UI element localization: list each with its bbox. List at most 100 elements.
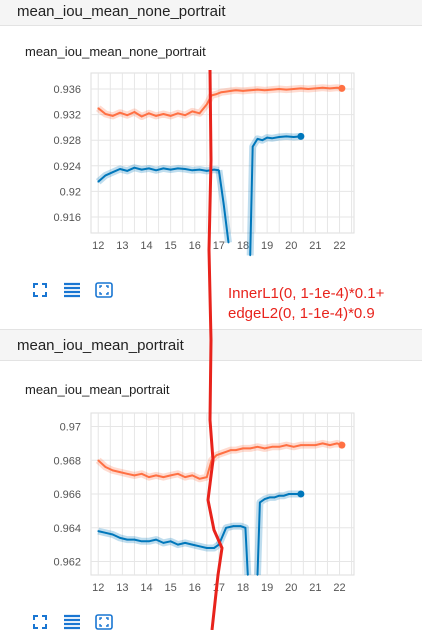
- data-table-icon[interactable]: [62, 280, 82, 300]
- data-point: [126, 473, 128, 475]
- data-point: [140, 540, 143, 543]
- x-tick-label: 15: [164, 240, 176, 252]
- data-point: [97, 459, 99, 462]
- data-table-icon[interactable]: [62, 612, 82, 632]
- data-point: [256, 574, 259, 576]
- data-point: [263, 89, 266, 92]
- data-point: [198, 545, 201, 548]
- data-point: [184, 168, 186, 170]
- data-point: [259, 501, 261, 504]
- series-end-marker: [297, 132, 305, 140]
- data-point: [242, 90, 244, 92]
- data-point: [247, 574, 249, 576]
- data-point: [198, 168, 201, 171]
- y-tick-label: 0.924: [53, 161, 81, 173]
- y-tick-label: 0.932: [53, 110, 81, 122]
- fit-domain-icon[interactable]: [30, 280, 50, 300]
- x-tick-label: 22: [333, 240, 345, 252]
- data-point: [97, 530, 99, 532]
- data-point: [126, 170, 128, 172]
- x-tick-label: 14: [140, 582, 152, 594]
- data-point: [104, 532, 107, 534]
- x-tick-label: 20: [285, 240, 297, 252]
- data-point: [278, 446, 281, 448]
- data-point: [155, 169, 157, 172]
- y-tick-label: 0.936: [53, 84, 81, 96]
- x-tick-label: 12: [92, 582, 104, 594]
- data-point: [206, 103, 208, 106]
- expand-icon[interactable]: [94, 612, 114, 632]
- data-point: [206, 170, 208, 172]
- y-tick-label: 0.97: [60, 422, 81, 434]
- data-point: [278, 88, 281, 90]
- annotation-line-2: edgeL2(0, 1-1e-4)*0.9: [228, 305, 375, 322]
- data-point: [177, 112, 179, 115]
- data-point: [220, 452, 223, 455]
- data-point: [235, 449, 237, 451]
- section-header-none-portrait[interactable]: mean_iou_mean_none_portrait: [0, 0, 422, 26]
- data-point: [249, 89, 251, 92]
- fit-domain-icon[interactable]: [30, 612, 50, 632]
- data-point: [314, 444, 317, 446]
- x-tick-label: 19: [261, 582, 273, 594]
- data-point: [104, 113, 107, 115]
- data-point: [251, 145, 254, 148]
- data-point: [111, 171, 114, 173]
- data-point: [213, 547, 215, 549]
- data-point: [177, 543, 179, 546]
- data-point: [97, 181, 99, 183]
- x-tick-label: 16: [189, 240, 201, 252]
- data-point: [256, 138, 259, 140]
- data-point: [210, 94, 213, 97]
- x-tick-label: 18: [237, 582, 249, 594]
- data-point: [244, 527, 247, 529]
- data-point: [162, 113, 165, 115]
- data-point: [126, 114, 128, 116]
- data-point: [263, 498, 266, 500]
- series-line: [97, 530, 220, 549]
- data-point: [104, 174, 107, 177]
- series-band: [246, 132, 302, 256]
- data-point: [292, 446, 295, 448]
- data-point: [119, 471, 121, 473]
- x-tick-label: 16: [189, 582, 201, 594]
- data-point: [321, 86, 324, 89]
- data-point: [266, 136, 268, 139]
- data-point: [119, 537, 121, 539]
- expand-icon[interactable]: [94, 280, 114, 300]
- data-point: [336, 442, 338, 445]
- series-line: [217, 525, 249, 576]
- data-point: [321, 442, 324, 445]
- y-tick-label: 0.968: [53, 455, 81, 467]
- data-point: [218, 543, 220, 546]
- data-point: [184, 542, 186, 544]
- data-point: [191, 474, 194, 477]
- x-tick-label: 12: [92, 240, 104, 252]
- data-point: [273, 496, 276, 499]
- data-point: [133, 538, 136, 541]
- data-point: [227, 241, 230, 244]
- data-point: [292, 136, 295, 138]
- data-point: [119, 168, 121, 170]
- data-point: [206, 476, 208, 478]
- data-point: [242, 447, 244, 450]
- data-point: [198, 478, 201, 480]
- data-point: [198, 112, 201, 115]
- data-point: [285, 88, 288, 91]
- data-point: [148, 476, 150, 478]
- data-point: [285, 135, 288, 138]
- data-point: [162, 476, 165, 478]
- data-point: [169, 115, 172, 117]
- section-header-portrait[interactable]: mean_iou_mean_portrait: [0, 329, 422, 361]
- data-point: [215, 454, 218, 456]
- data-point: [218, 169, 220, 172]
- data-point: [271, 137, 273, 140]
- data-point: [148, 540, 150, 543]
- series-end-marker: [338, 84, 346, 92]
- y-tick-label: 0.928: [53, 135, 81, 147]
- data-point: [225, 90, 227, 93]
- data-point: [292, 88, 295, 90]
- y-tick-label: 0.92: [60, 186, 81, 198]
- data-point: [300, 87, 302, 90]
- data-point: [268, 496, 271, 499]
